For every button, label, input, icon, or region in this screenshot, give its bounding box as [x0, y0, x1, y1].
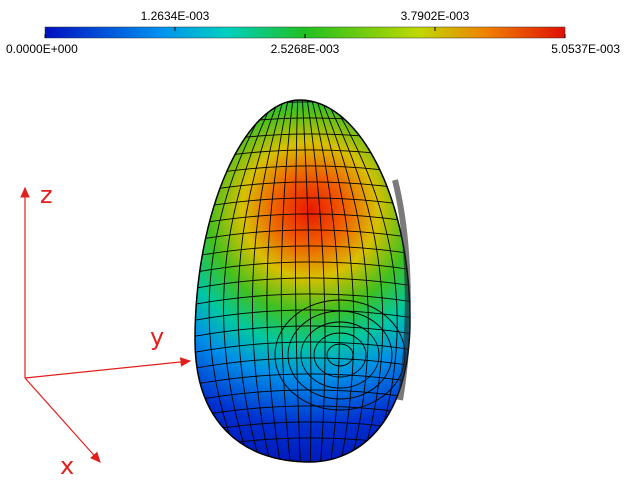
mesh-edge [392, 179, 411, 401]
mesh-ring [195, 261, 410, 276]
mesh-ring [195, 309, 410, 324]
tick-label: 0.0000E+000 [6, 42, 78, 56]
mesh-meridian [306, 100, 326, 462]
mesh-ring [195, 357, 410, 372]
tick-label: 2.5268E-003 [271, 42, 340, 56]
mesh-meridian [324, 100, 384, 462]
mesh-ring [195, 293, 410, 308]
z-label: z [40, 181, 53, 209]
mesh-meridian [301, 100, 312, 462]
axes-triad: z y x [20, 181, 192, 480]
x-axis [24, 377, 101, 463]
mesh-patch [287, 310, 393, 400]
mesh-meridian [294, 100, 301, 462]
y-label: y [150, 323, 164, 351]
mesh-meridian [237, 100, 280, 462]
colorbar-ticks: 0.0000E+000 1.2634E-003 2.5268E-003 3.7902E… [6, 9, 620, 56]
mesh-body [194, 99, 411, 463]
mesh-ring [195, 213, 410, 228]
mesh-meridian [208, 100, 271, 462]
mesh-ring [195, 373, 410, 388]
tick-label: 5.0537E-003 [551, 42, 620, 56]
mesh-meridian [223, 100, 276, 462]
mesh-patch [300, 321, 380, 389]
mesh-meridian [329, 100, 398, 462]
mesh-meridian [280, 100, 294, 462]
tick-label: 3.7902E-003 [401, 9, 470, 23]
mesh-ring [195, 341, 410, 356]
mesh-meridian [311, 100, 340, 462]
mesh-ring [195, 245, 410, 260]
mesh-meridian [266, 100, 289, 462]
mesh-meridian [315, 100, 355, 462]
mesh-meridian [252, 100, 285, 462]
x-label: x [60, 452, 74, 480]
tick-label: 1.2634E-003 [141, 9, 210, 23]
mesh-meridian [320, 100, 369, 462]
mesh-patch [313, 332, 367, 378]
mesh-patch [326, 343, 354, 367]
mesh-ring [195, 229, 410, 244]
y-axis [24, 357, 192, 379]
